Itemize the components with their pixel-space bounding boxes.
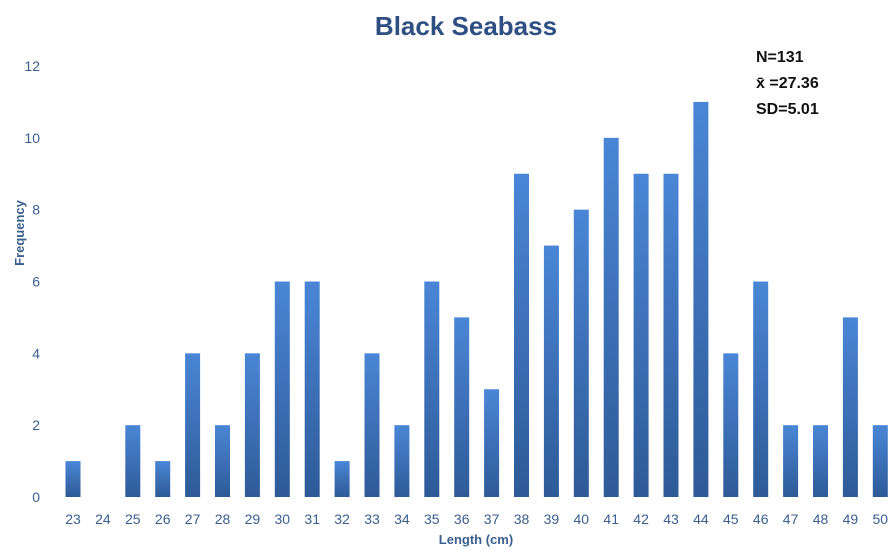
x-tick-label: 48 [813,511,829,527]
bar-41 [603,137,619,498]
x-tick-label: 41 [603,511,619,527]
x-tick-label: 36 [454,511,470,527]
x-tick-label: 44 [693,511,709,527]
y-tick-label: 0 [32,489,40,505]
y-tick-label: 6 [32,274,40,290]
bar-42 [633,173,649,497]
x-tick-label: 34 [394,511,410,527]
bar-38 [514,173,529,497]
stats-sd: SD=5.01 [756,101,819,118]
x-axis-ticks: 23 24 25 26 27 28 29 30 31 32 33 34 35 36 37 38 39 40 41 42… [65,511,888,527]
bar-25 [125,425,141,497]
x-tick-label: 29 [245,511,261,527]
x-tick-label: 50 [873,511,889,527]
x-tick-label: 26 [155,511,171,527]
bar-39 [543,245,559,497]
chart-title: Black Seabass [375,11,557,41]
bar-32 [334,461,350,497]
x-tick-label: 28 [215,511,231,527]
bar-35 [424,281,440,497]
x-tick-label: 45 [723,511,739,527]
bar-46 [753,281,769,497]
x-tick-label: 30 [275,511,291,527]
bar-23 [65,461,81,497]
stats-mean: x̄ =27.36 [756,75,819,92]
x-tick-label: 32 [334,511,350,527]
bar-37 [484,389,500,497]
bar-45 [723,353,739,497]
bar-34 [394,425,410,497]
x-tick-label: 31 [304,511,320,527]
x-tick-label: 38 [514,511,530,527]
y-tick-label: 2 [32,417,40,433]
x-tick-label: 40 [574,511,590,527]
y-axis-label: Frequency [12,199,27,266]
x-axis-label: Length (cm) [439,532,513,547]
bar-49 [842,317,858,497]
x-tick-label: 35 [424,511,440,527]
y-tick-label: 4 [32,345,40,361]
x-tick-label: 25 [125,511,141,527]
bar-27 [185,353,201,497]
stats-n: N=131 [756,49,804,66]
bar-36 [454,317,470,497]
x-tick-label: 33 [364,511,380,527]
bar-47 [783,425,799,497]
bar-31 [304,281,320,497]
x-tick-label: 46 [753,511,769,527]
bar-40 [573,209,589,497]
y-axis-ticks: 0 2 4 6 8 10 12 [24,58,40,505]
y-tick-label: 12 [24,58,40,74]
x-tick-label: 37 [484,511,500,527]
bar-series [65,101,888,498]
bar-43 [663,173,679,497]
y-tick-label: 10 [24,130,40,146]
bar-26 [155,461,171,497]
x-tick-label: 42 [633,511,649,527]
x-tick-label: 47 [783,511,799,527]
bar-48 [813,425,828,497]
x-tick-label: 43 [663,511,679,527]
bar-30 [274,281,290,497]
x-tick-label: 24 [95,511,111,527]
bar-29 [244,353,260,497]
x-tick-label: 23 [65,511,81,527]
y-tick-label: 8 [32,202,40,218]
bar-44 [693,101,709,498]
bar-33 [364,353,380,497]
x-tick-label: 49 [843,511,859,527]
bar-28 [215,425,230,497]
x-tick-label: 39 [544,511,560,527]
x-tick-label: 27 [185,511,201,527]
bar-50 [872,425,888,497]
